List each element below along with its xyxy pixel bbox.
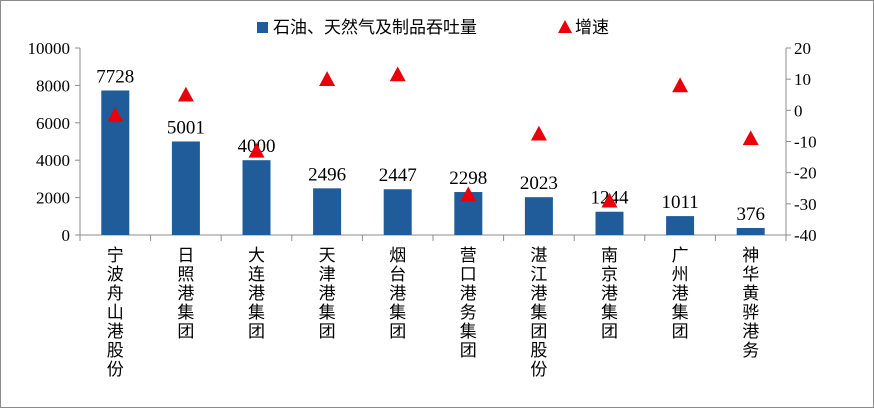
bar: [736, 227, 765, 235]
bar-data-label: 2298: [449, 168, 487, 189]
y-right-tick-label: 0: [794, 101, 803, 120]
legend-marker-swatch: [558, 20, 572, 33]
legend-bar-swatch: [257, 22, 268, 33]
bars-layer: [101, 90, 765, 236]
bar: [171, 141, 200, 235]
y-left-tick-label: 2000: [36, 189, 70, 208]
y-left-tick-label: 8000: [36, 76, 70, 95]
growth-marker: [460, 186, 477, 202]
y-right-tick-label: -40: [794, 226, 817, 245]
legend-bar-label: 石油、天然气及制品吞吐量: [273, 18, 477, 38]
markers-layer: [107, 66, 759, 208]
growth-marker: [601, 192, 618, 208]
y-right-tick-label: -10: [794, 133, 817, 152]
y-left-tick-label: 4000: [36, 151, 70, 170]
category-label: 湛江港集团股份: [530, 246, 547, 380]
growth-marker: [107, 107, 124, 122]
category-labels-layer: 宁波舟山港股份 日照港集团 大连港集团 天津港集团 烟台港集团 营口港务集团 湛江港集团股份…: [107, 246, 759, 380]
category-label: 烟台港集团: [389, 246, 406, 342]
growth-marker: [177, 86, 194, 102]
y-right-tick-label: -30: [794, 195, 817, 214]
growth-marker: [319, 71, 336, 86]
y-left-tick-label: 6000: [36, 114, 70, 133]
bar-data-label: 7728: [96, 66, 134, 87]
category-label: 营口港务集团: [460, 246, 477, 361]
bar-data-label: 2023: [520, 173, 558, 194]
category-label: 广州港集团: [672, 246, 689, 342]
growth-marker: [389, 66, 406, 82]
bar-data-label: 2447: [379, 165, 417, 186]
bar-data-label: 376: [736, 204, 765, 225]
y-right-tick-label: 20: [794, 39, 811, 58]
growth-marker: [742, 130, 759, 146]
bar-data-label: 1011: [661, 192, 698, 213]
category-label: 宁波舟山港股份: [107, 246, 124, 380]
y-right-tick-label: -20: [794, 164, 817, 183]
legend: 石油、天然气及制品吞吐量 增速: [257, 18, 609, 38]
category-label: 南京港集团: [601, 246, 618, 342]
axes: 0 2000 4000 6000 8000 10000 -40 -30 -20 -10 0 10 20: [28, 39, 817, 245]
growth-marker: [248, 142, 265, 158]
y-left-tick-label: 0: [62, 226, 71, 245]
bar: [595, 211, 624, 235]
bar-data-label: 5001: [167, 117, 205, 138]
bar: [242, 160, 271, 235]
category-label: 大连港集团: [248, 246, 265, 342]
growth-marker: [530, 125, 547, 141]
growth-marker: [672, 77, 689, 93]
bar: [313, 188, 342, 235]
bar: [524, 197, 553, 235]
category-label: 神华黄骅港务: [742, 246, 759, 361]
bar: [383, 189, 412, 235]
y-right-tick-label: 10: [794, 70, 811, 89]
bar: [666, 216, 695, 235]
bar-data-label: 2496: [308, 164, 346, 185]
category-label: 日照港集团: [177, 246, 194, 342]
y-left-tick-label: 10000: [28, 39, 71, 58]
legend-marker-label: 增速: [575, 18, 609, 38]
category-label: 天津港集团: [319, 246, 336, 342]
